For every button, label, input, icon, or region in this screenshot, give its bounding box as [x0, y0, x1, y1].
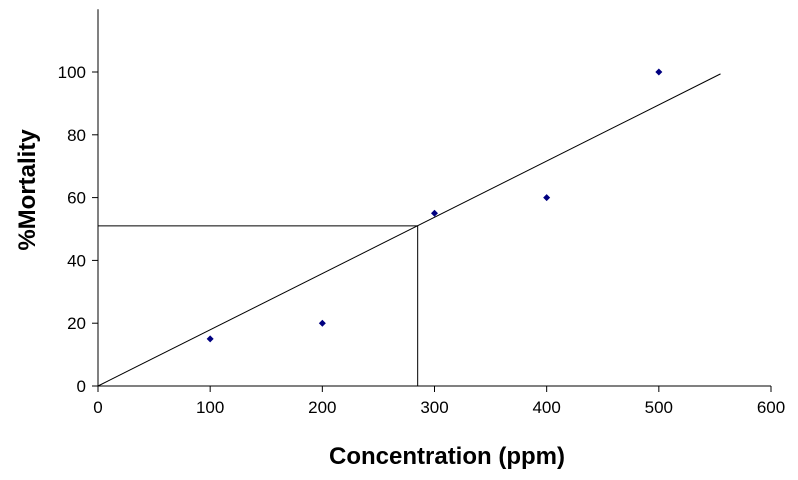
x-tick-label: 100	[196, 398, 224, 417]
data-point	[431, 209, 438, 217]
trendline	[97, 73, 721, 387]
x-tick-label: 0	[93, 398, 102, 417]
data-point	[655, 68, 663, 76]
y-tick-label: 80	[67, 126, 86, 145]
y-tick-label: 20	[67, 314, 86, 333]
x-tick-label: 400	[532, 398, 560, 417]
x-tick-label: 200	[308, 398, 336, 417]
y-tick-label: 0	[77, 377, 86, 396]
x-tick-label: 600	[757, 398, 785, 417]
x-tick-label: 500	[645, 398, 673, 417]
y-axis-title: %Mortality	[14, 129, 41, 251]
y-tick-label: 60	[67, 189, 86, 208]
x-tick-label: 300	[420, 398, 448, 417]
data-point	[543, 194, 551, 202]
y-tick-label: 100	[58, 63, 86, 82]
data-point	[318, 319, 326, 327]
y-tick-label: 40	[67, 251, 86, 270]
data-point	[206, 335, 214, 343]
x-axis-title: Concentration (ppm)	[329, 443, 565, 470]
